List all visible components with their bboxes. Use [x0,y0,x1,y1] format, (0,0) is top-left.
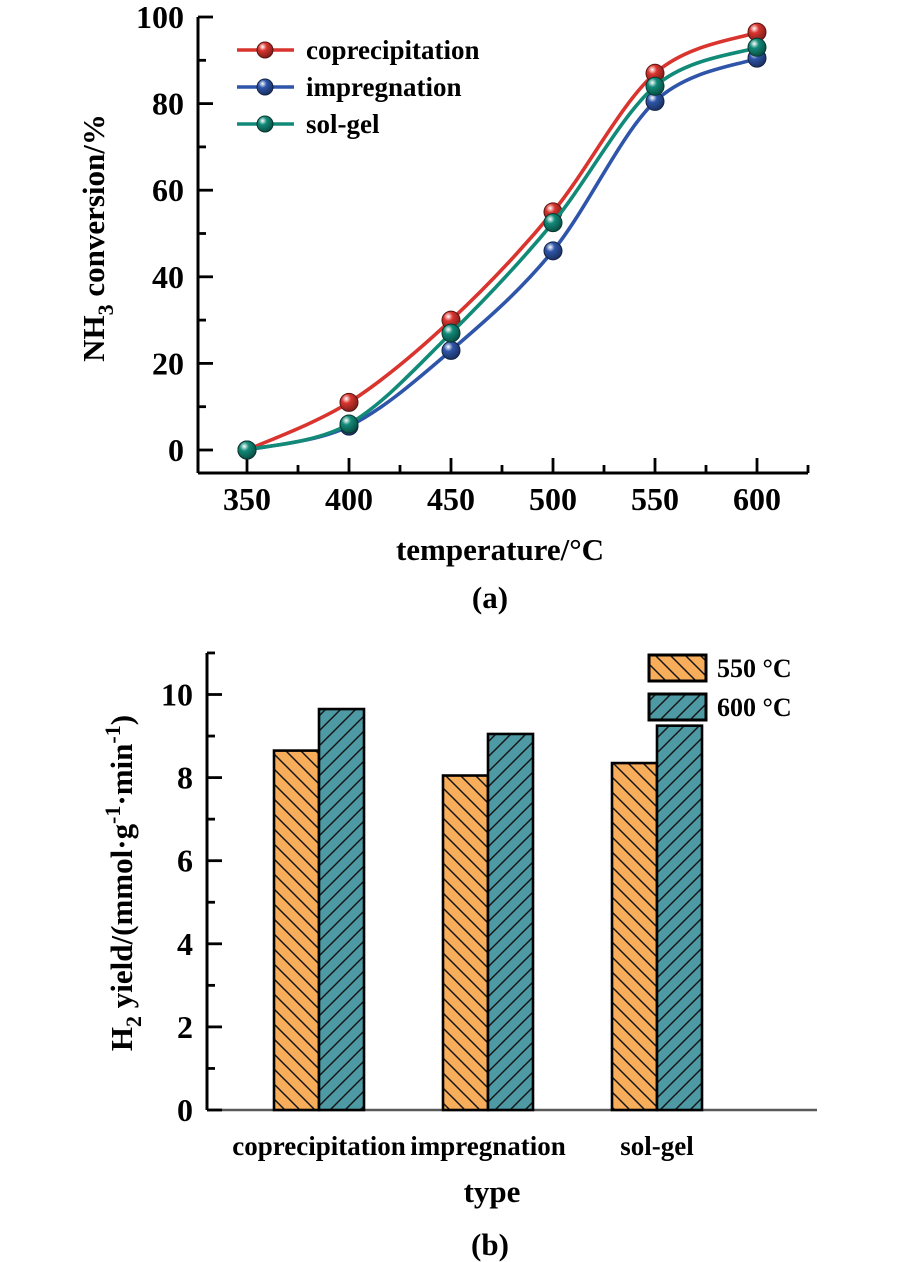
y-tick-label: 0 [177,1092,193,1128]
x-tick-label: 600 [733,481,781,517]
legend-item-550°C: 550 °C [647,653,792,683]
legend-marker-icon [256,115,274,133]
y-tick-label: 20 [152,345,184,381]
marker-sol-gel-550 [645,76,665,96]
supscript-segment: -1 [100,806,125,824]
legend-label: 550 °C [717,654,792,683]
x-tick-label: 500 [529,481,577,517]
axis-title-y: NH3 conversion/% [76,114,118,362]
tick-labels: 0 2 4 6 8 10 [161,677,193,1129]
bar-impregnation-550°C [441,774,490,1112]
y-tick-label: 2 [177,1009,193,1045]
label-segment: ·min [104,744,139,806]
y-tick-label: 8 [177,760,193,796]
subscript-segment: 2 [121,1016,146,1027]
axis-title-x: temperature/°C [396,532,604,567]
y-tick-label: 80 [152,86,184,122]
legend: 550 °C 600 °C [647,653,792,722]
label-segment: H [104,1027,139,1051]
x-tick-label: 450 [427,481,475,517]
y-tick-label: 60 [152,172,184,208]
x-tick-label: 550 [631,481,679,517]
marker-impregnation-450 [441,340,461,360]
legend-label: coprecipitation [306,35,479,65]
panel-label-a: (a) [472,580,508,615]
y-tick-label: 100 [136,0,184,35]
y-tick-label: 4 [177,926,193,962]
legend-label: impregnation [306,72,462,102]
legend-marker-icon [256,41,274,59]
y-tick-label: 40 [152,259,184,295]
bar-sol-gel-550°C [610,761,659,1112]
bar-impregnation-600°C [486,732,535,1112]
y-tick-label: 0 [168,432,184,468]
panel-a-line-chart: 0 20 40 60 80 100 350 400 450 500 550 600 coprecipit… [76,0,810,615]
panel-label-b: (b) [471,1227,509,1262]
label-segment: ) [104,715,139,725]
legend-item-sol-gel: sol-gel [237,109,380,139]
series-line-sol-gel [246,45,758,452]
bar-coprecipitation-600°C [317,707,366,1112]
category-label-sol-gel: sol-gel [620,1131,694,1161]
ticks [207,651,222,1112]
legend-swatch-icon [647,653,708,683]
legend-label: 600 °C [717,693,792,722]
y-tick-label: 10 [161,677,193,713]
legend-item-coprecipitation: coprecipitation [237,35,479,65]
label-segment: conversion/% [76,114,111,304]
supscript-segment: -1 [100,725,125,743]
x-tick-label: 350 [223,481,271,517]
legend-marker-icon [256,78,274,96]
axis-title-y: H2 yield/(mmol·g-1·min-1) [100,715,146,1051]
bar-coprecipitation-550°C [272,749,321,1112]
marker-sol-gel-600 [747,37,767,57]
bar-sol-gel-600°C [655,724,704,1112]
axis-title-x: type [464,1174,521,1209]
label-segment: NH [76,315,111,362]
marker-sol-gel-350 [237,440,257,460]
marker-impregnation-500 [543,241,563,261]
legend: coprecipitation impregnation sol-gel [237,35,479,139]
subscript-segment: 3 [93,304,118,315]
marker-sol-gel-450 [441,323,461,343]
x-tick-label: 400 [325,481,373,517]
tick-labels: 0 20 40 60 80 100 350 400 450 500 550 600 [136,0,781,517]
marker-sol-gel-400 [339,414,359,434]
panel-b-bar-chart: 0 2 4 6 8 10 coprecipitation impregnation sol-ge… [100,651,817,1262]
category-label-impregnation: impregnation [410,1131,566,1161]
label-segment: yield/(mmol·g [104,823,139,1016]
y-tick-label: 6 [177,843,193,879]
marker-coprecipitation-400 [339,392,359,412]
ticks [198,15,810,473]
legend-item-impregnation: impregnation [237,72,462,102]
legend-label: sol-gel [306,109,380,139]
legend-swatch-icon [647,692,708,722]
marker-sol-gel-500 [543,213,563,233]
category-label-coprecipitation: coprecipitation [232,1131,405,1161]
legend-item-600°C: 600 °C [647,692,792,722]
